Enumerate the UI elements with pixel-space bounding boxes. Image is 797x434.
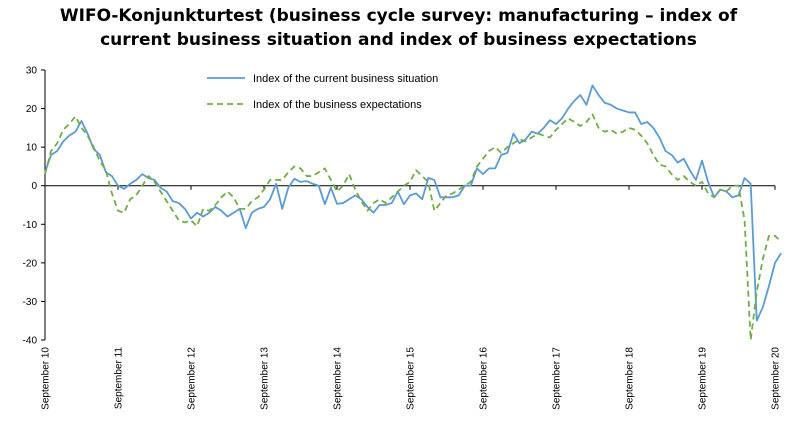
x-tick-label: September 20 <box>771 347 782 410</box>
series-lines <box>44 84 782 341</box>
legend-label: Index of the business expectations <box>253 99 422 111</box>
y-tick-label: -40 <box>23 336 38 347</box>
y-tick-label: -20 <box>23 258 38 269</box>
x-tick-label: September 17 <box>552 347 563 410</box>
y-tick-label: 30 <box>26 66 38 77</box>
axes: -40 -30 -20 -10 0 10 20 30 September 10 September… <box>23 66 782 410</box>
x-tick-label: September 12 <box>187 347 198 410</box>
chart-title-line-2: current business situation and index of … <box>100 30 697 50</box>
x-tick-label: September 15 <box>406 347 417 410</box>
x-tick-label: September 16 <box>479 347 490 410</box>
chart-title-line-1: WIFO-Konjunkturtest (business cycle surv… <box>59 6 738 26</box>
x-tick-label: September 11 <box>114 347 125 410</box>
chart-title: WIFO-Konjunkturtest (business cycle surv… <box>0 4 797 52</box>
series-line-current-situation <box>44 84 782 322</box>
x-tick-label: September 14 <box>333 347 344 410</box>
y-tick-label: 10 <box>26 143 38 154</box>
x-tick-label: September 18 <box>625 347 636 410</box>
x-tick-label: September 19 <box>698 347 709 410</box>
legend-label: Index of the current business situation <box>253 73 438 85</box>
x-tick-label: September 10 <box>41 347 52 410</box>
legend: Index of the current business situation I… <box>207 73 438 111</box>
y-tick-label: -10 <box>23 220 38 231</box>
y-tick-label: 0 <box>31 181 37 192</box>
y-tick-label: -30 <box>23 297 38 308</box>
series-line-expectations <box>44 113 782 341</box>
x-tick-label: September 13 <box>260 347 271 410</box>
y-tick-label: 20 <box>26 104 38 115</box>
